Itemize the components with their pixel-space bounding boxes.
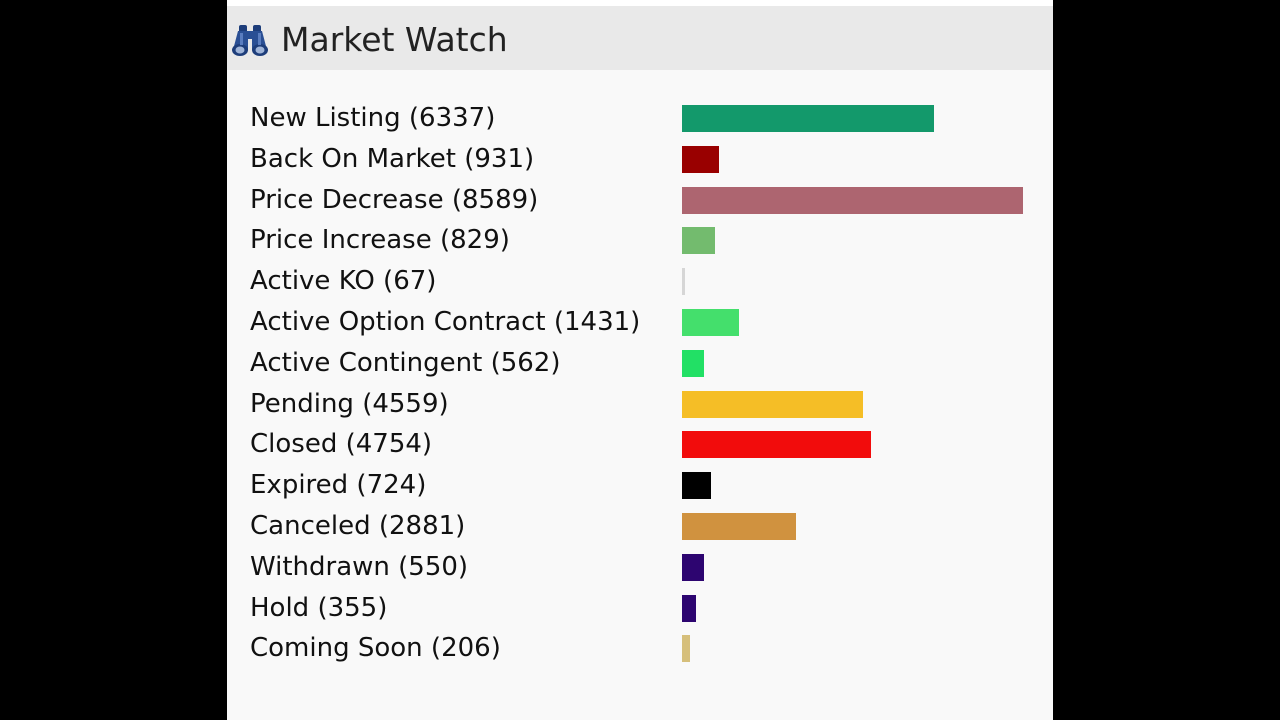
row-label[interactable]: Price Decrease (8589) bbox=[250, 184, 539, 215]
row-label[interactable]: New Listing (6337) bbox=[250, 103, 496, 133]
row-label[interactable]: Withdrawn (550) bbox=[250, 551, 469, 582]
row-label[interactable]: Active Option Contract (1431) bbox=[250, 306, 641, 337]
row-label[interactable]: Active KO (67) bbox=[250, 266, 437, 297]
row-label[interactable]: Hold (355) bbox=[250, 592, 388, 623]
market-watch-row-active-ko[interactable]: Active KO (67) bbox=[250, 261, 1050, 302]
row-label[interactable]: Coming Soon (206) bbox=[250, 633, 501, 664]
market-watch-row-expired[interactable]: Expired (724) bbox=[250, 465, 1050, 506]
bar-expired[interactable] bbox=[682, 472, 711, 500]
market-watch-row-active-option-contract[interactable]: Active Option Contract (1431) bbox=[250, 302, 1050, 343]
market-watch-row-new-listing[interactable]: New Listing (6337) bbox=[250, 98, 1050, 139]
row-label[interactable]: Pending (4559) bbox=[250, 388, 449, 419]
bar-canceled[interactable] bbox=[682, 512, 796, 540]
panel-header: Market Watch bbox=[227, 6, 1053, 70]
market-watch-row-active-contingent[interactable]: Active Contingent (562) bbox=[250, 343, 1050, 384]
panel-title: Market Watch bbox=[281, 20, 508, 59]
market-watch-row-withdrawn[interactable]: Withdrawn (550) bbox=[250, 547, 1050, 588]
market-watch-row-canceled[interactable]: Canceled (2881) bbox=[250, 506, 1050, 547]
market-watch-row-price-decrease[interactable]: Price Decrease (8589) bbox=[250, 180, 1050, 221]
bar-back-on-market[interactable] bbox=[682, 145, 719, 173]
bar-new-listing[interactable] bbox=[682, 105, 934, 132]
row-label[interactable]: Active Contingent (562) bbox=[250, 347, 561, 378]
panel-top-edge bbox=[227, 0, 1053, 6]
row-label[interactable]: Expired (724) bbox=[250, 470, 427, 501]
bar-withdrawn[interactable] bbox=[682, 553, 704, 581]
bar-hold[interactable] bbox=[682, 594, 696, 622]
binoculars-icon bbox=[232, 25, 268, 56]
market-watch-row-price-increase[interactable]: Price Increase (829) bbox=[250, 220, 1050, 261]
row-label[interactable]: Price Increase (829) bbox=[250, 225, 510, 256]
market-watch-row-coming-soon[interactable]: Coming Soon (206) bbox=[250, 628, 1050, 669]
bar-active-ko[interactable] bbox=[682, 268, 685, 296]
bar-active-contingent[interactable] bbox=[682, 349, 704, 377]
bar-price-increase[interactable] bbox=[682, 227, 715, 255]
bar-price-decrease[interactable] bbox=[682, 186, 1023, 214]
bar-pending[interactable] bbox=[682, 390, 863, 418]
bar-coming-soon[interactable] bbox=[682, 635, 690, 663]
row-label[interactable]: Canceled (2881) bbox=[250, 510, 466, 541]
row-label[interactable]: Closed (4754) bbox=[250, 429, 433, 460]
bar-active-option-contract[interactable] bbox=[682, 308, 739, 336]
market-watch-row-back-on-market[interactable]: Back On Market (931) bbox=[250, 139, 1050, 180]
row-label[interactable]: Back On Market (931) bbox=[250, 143, 535, 174]
market-watch-row-hold[interactable]: Hold (355) bbox=[250, 588, 1050, 629]
bar-closed[interactable] bbox=[682, 431, 871, 459]
market-watch-row-closed[interactable]: Closed (4754) bbox=[250, 424, 1050, 465]
market-watch-panel: Market Watch New Listing (6337) Back On M… bbox=[227, 0, 1053, 720]
market-watch-list: New Listing (6337) Back On Market (931) Pr… bbox=[250, 98, 1050, 669]
market-watch-row-pending[interactable]: Pending (4559) bbox=[250, 384, 1050, 425]
